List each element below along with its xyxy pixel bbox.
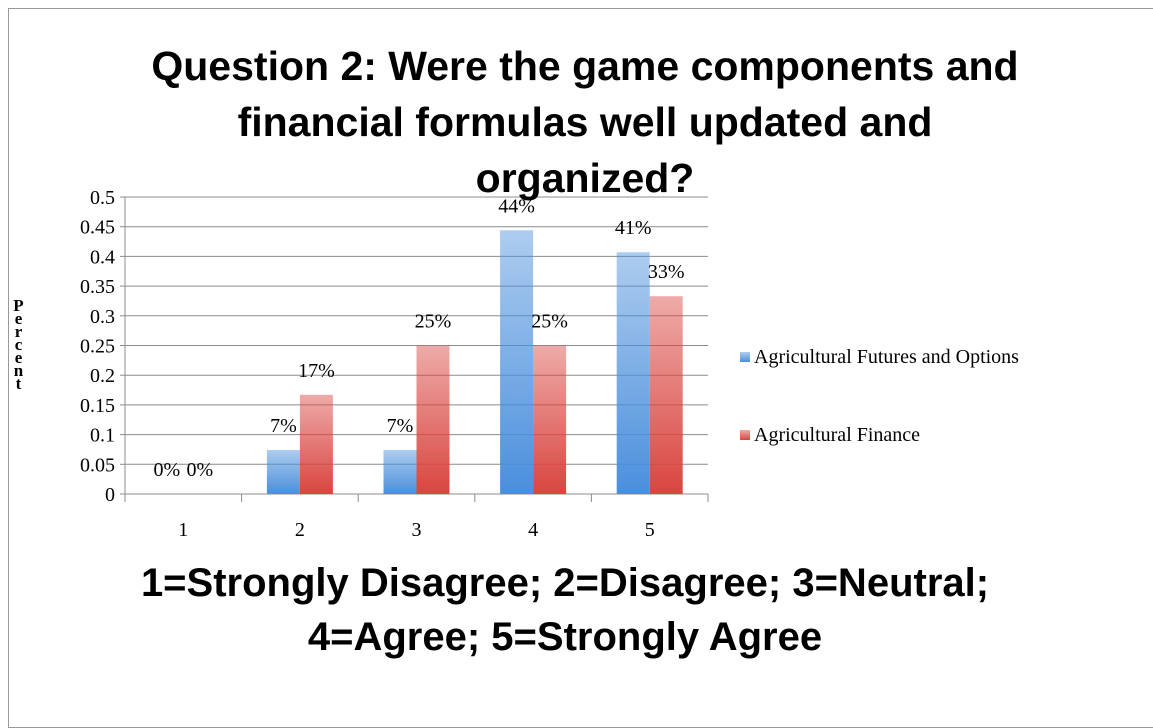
y-tick-label: 0 <box>105 484 115 506</box>
y-tick-label: 0.5 <box>90 187 115 209</box>
x-tick-label: 2 <box>295 519 305 541</box>
x-tick-label: 3 <box>412 519 422 541</box>
legend-swatch <box>740 430 750 440</box>
y-tick-label: 0.15 <box>80 395 115 417</box>
y-tick-label: 0.45 <box>80 217 115 239</box>
y-tick-label: 0.4 <box>90 246 115 268</box>
data-label: 41% <box>615 217 652 239</box>
y-tick-label: 0.2 <box>90 365 115 387</box>
bar <box>500 230 534 494</box>
bar <box>299 394 333 494</box>
x-tick-label: 5 <box>645 519 655 541</box>
legend-label: Agricultural Futures and Options <box>754 346 1019 368</box>
chart-title: Question 2: Were the game components and… <box>151 43 1019 201</box>
x-tick-label: 4 <box>528 519 538 541</box>
bar <box>383 450 417 494</box>
y-tick-label: 0.25 <box>80 336 115 358</box>
data-label: 17% <box>298 360 335 382</box>
bar <box>266 450 300 494</box>
data-label: 25% <box>531 311 568 333</box>
data-label: 44% <box>498 195 535 217</box>
data-label: 7% <box>270 415 297 437</box>
data-label: 25% <box>415 311 452 333</box>
data-label: 0% <box>186 459 213 481</box>
data-label: 0% <box>153 459 180 481</box>
y-tick-label: 0.3 <box>90 306 115 328</box>
data-label: 33% <box>648 261 685 283</box>
bar <box>416 345 450 494</box>
bar <box>616 252 650 494</box>
legend-label: Agricultural Finance <box>754 424 920 446</box>
x-tick-label: 1 <box>178 519 188 541</box>
legend-swatch <box>740 352 750 362</box>
y-tick-label: 0.35 <box>80 276 115 298</box>
x-axis-title: 1=Strongly Disagree; 2=Disagree; 3=Neutr… <box>140 561 990 659</box>
bar <box>533 345 567 494</box>
data-label: 7% <box>387 415 414 437</box>
bar <box>649 296 683 494</box>
y-tick-label: 0.1 <box>90 425 115 447</box>
y-axis-title: Percent <box>9 296 28 387</box>
y-tick-label: 0.05 <box>80 454 115 476</box>
